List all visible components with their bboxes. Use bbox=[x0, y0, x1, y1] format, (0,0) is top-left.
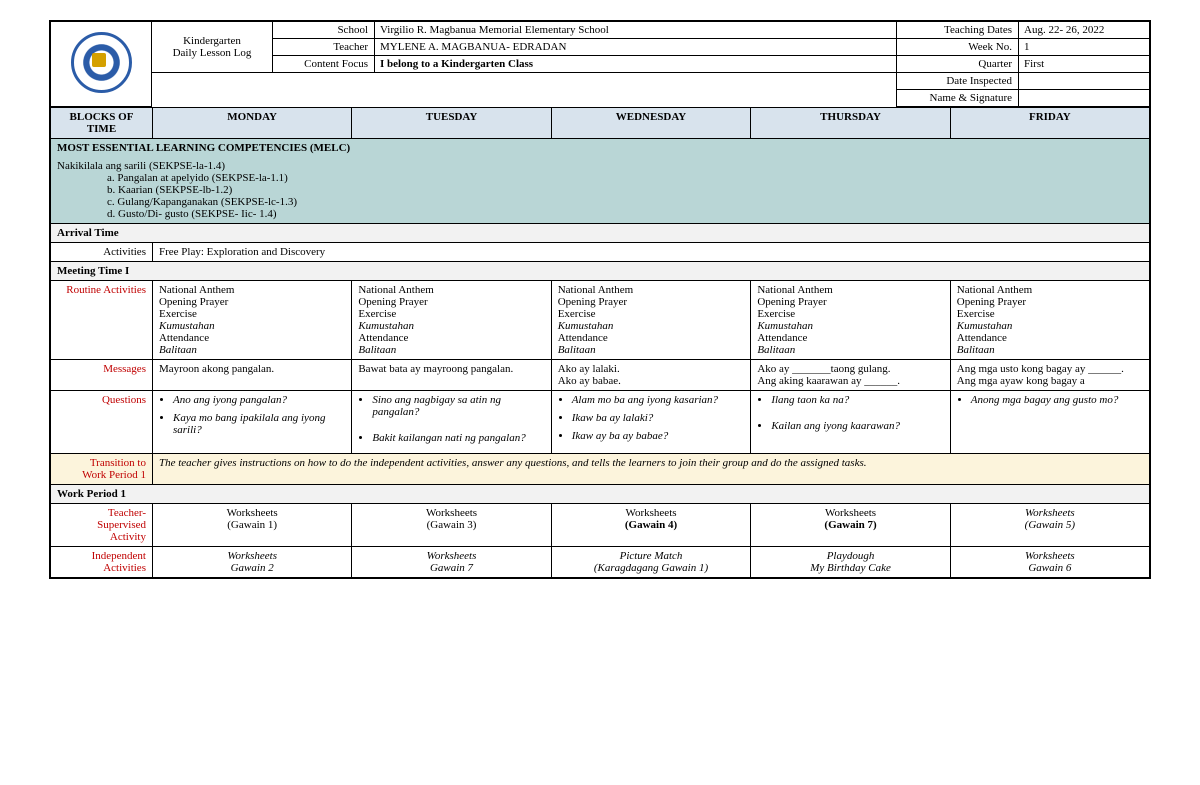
content-focus-label: Content Focus bbox=[273, 56, 375, 73]
routine-label: Routine Activities bbox=[51, 281, 153, 360]
header-spacer2 bbox=[152, 90, 897, 107]
col-wednesday: WEDNESDAY bbox=[551, 108, 751, 139]
routine-thu: National Anthem Opening Prayer Exercise … bbox=[751, 281, 950, 360]
header-table: Kindergarten Daily Lesson Log School Vir… bbox=[50, 21, 1150, 107]
transition-label: Transition to Work Period 1 bbox=[51, 454, 153, 485]
logo-cell bbox=[51, 22, 152, 107]
melc-title: MOST ESSENTIAL LEARNING COMPETENCIES (ME… bbox=[57, 142, 1143, 154]
col-tuesday: TUESDAY bbox=[352, 108, 551, 139]
arrival-time-header: Arrival Time bbox=[51, 224, 1150, 243]
activities-text: Free Play: Exploration and Discovery bbox=[152, 243, 1149, 262]
messages-wed: Ako ay lalaki. Ako ay babae. bbox=[551, 360, 751, 391]
tsa-wed: Worksheets (Gawain 4) bbox=[551, 504, 751, 547]
messages-fri: Ang mga usto kong bagay ay ______. Ang m… bbox=[950, 360, 1149, 391]
questions-tue: Sino ang nagbigay sa atin ng pangalan? B… bbox=[352, 391, 551, 454]
messages-label: Messages bbox=[51, 360, 153, 391]
questions-fri: Anong mga bagay ang gusto mo? bbox=[950, 391, 1149, 454]
messages-tue: Bawat bata ay mayroong pangalan. bbox=[352, 360, 551, 391]
messages-mon: Mayroon akong pangalan. bbox=[152, 360, 351, 391]
quarter-label: Quarter bbox=[897, 56, 1019, 73]
indep-fri: Worksheets Gawain 6 bbox=[950, 547, 1149, 578]
week-no-label: Week No. bbox=[897, 39, 1019, 56]
document-title: Kindergarten Daily Lesson Log bbox=[152, 22, 273, 73]
meeting-time-header: Meeting Time I bbox=[51, 262, 1150, 281]
melc-a: a. Pangalan at apelyido (SEKPSE-la-1.1) bbox=[57, 172, 1143, 184]
indep-thu: Playdough My Birthday Cake bbox=[751, 547, 950, 578]
transition-text: The teacher gives instructions on how to… bbox=[152, 454, 1149, 485]
melc-c: c. Gulang/Kapanganakan (SEKPSE-lc-1.3) bbox=[57, 196, 1143, 208]
questions-wed: Alam mo ba ang iyong kasarian? Ikaw ba a… bbox=[551, 391, 751, 454]
lesson-log-page: Kindergarten Daily Lesson Log School Vir… bbox=[49, 20, 1151, 579]
indep-mon: Worksheets Gawain 2 bbox=[152, 547, 351, 578]
routine-tue: National Anthem Opening Prayer Exercise … bbox=[352, 281, 551, 360]
questions-thu: Ilang taon ka na? Kailan ang iyong kaara… bbox=[751, 391, 950, 454]
messages-thu: Ako ay _______taong gulang. Ang aking ka… bbox=[751, 360, 950, 391]
indep-tue: Worksheets Gawain 7 bbox=[352, 547, 551, 578]
tsa-thu: Worksheets (Gawain 7) bbox=[751, 504, 950, 547]
teacher-value: MYLENE A. MAGBANUA- EDRADAN bbox=[375, 39, 897, 56]
col-friday: FRIDAY bbox=[950, 108, 1149, 139]
school-label: School bbox=[273, 22, 375, 39]
teaching-dates-label: Teaching Dates bbox=[897, 22, 1019, 39]
melc-d: d. Gusto/Di- gusto (SEKPSE- Iic- 1.4) bbox=[57, 208, 1143, 220]
questions-mon: Ano ang iyong pangalan? Kaya mo bang ipa… bbox=[152, 391, 351, 454]
routine-fri: National Anthem Opening Prayer Exercise … bbox=[950, 281, 1149, 360]
melc-block: MOST ESSENTIAL LEARNING COMPETENCIES (ME… bbox=[51, 139, 1150, 224]
work-period-header: Work Period 1 bbox=[51, 485, 1150, 504]
activities-label: Activities bbox=[51, 243, 153, 262]
main-schedule-table: BLOCKS OF TIME MONDAY TUESDAY WEDNESDAY … bbox=[50, 107, 1150, 578]
melc-b: b. Kaarian (SEKPSE-lb-1.2) bbox=[57, 184, 1143, 196]
teaching-dates-value: Aug. 22- 26, 2022 bbox=[1019, 22, 1150, 39]
col-thursday: THURSDAY bbox=[751, 108, 950, 139]
tsa-fri: Worksheets (Gawain 5) bbox=[950, 504, 1149, 547]
tsa-mon: Worksheets (Gawain 1) bbox=[152, 504, 351, 547]
col-blocks: BLOCKS OF TIME bbox=[51, 108, 153, 139]
teacher-label: Teacher bbox=[273, 39, 375, 56]
quarter-value: First bbox=[1019, 56, 1150, 73]
teacher-supervised-label: Teacher- Supervised Activity bbox=[51, 504, 153, 547]
tsa-tue: Worksheets (Gawain 3) bbox=[352, 504, 551, 547]
content-focus-value: I belong to a Kindergarten Class bbox=[375, 56, 897, 73]
melc-intro: Nakikilala ang sarili (SEKPSE-la-1.4) bbox=[57, 160, 1143, 172]
name-signature-value bbox=[1019, 90, 1150, 107]
header-spacer bbox=[152, 73, 897, 90]
doc-title-l2: Daily Lesson Log bbox=[173, 47, 252, 59]
date-inspected-label: Date Inspected bbox=[897, 73, 1019, 90]
doc-title-l1: Kindergarten bbox=[183, 35, 241, 47]
week-no-value: 1 bbox=[1019, 39, 1150, 56]
name-signature-label: Name & Signature bbox=[897, 90, 1019, 107]
indep-wed: Picture Match (Karagdagang Gawain 1) bbox=[551, 547, 751, 578]
routine-wed: National Anthem Opening Prayer Exercise … bbox=[551, 281, 751, 360]
questions-label: Questions bbox=[51, 391, 153, 454]
school-value: Virgilio R. Magbanua Memorial Elementary… bbox=[375, 22, 897, 39]
independent-activities-label: Independent Activities bbox=[51, 547, 153, 578]
date-inspected-value bbox=[1019, 73, 1150, 90]
col-monday: MONDAY bbox=[152, 108, 351, 139]
routine-mon: National Anthem Opening Prayer Exercise … bbox=[152, 281, 351, 360]
school-logo-icon bbox=[71, 32, 132, 93]
